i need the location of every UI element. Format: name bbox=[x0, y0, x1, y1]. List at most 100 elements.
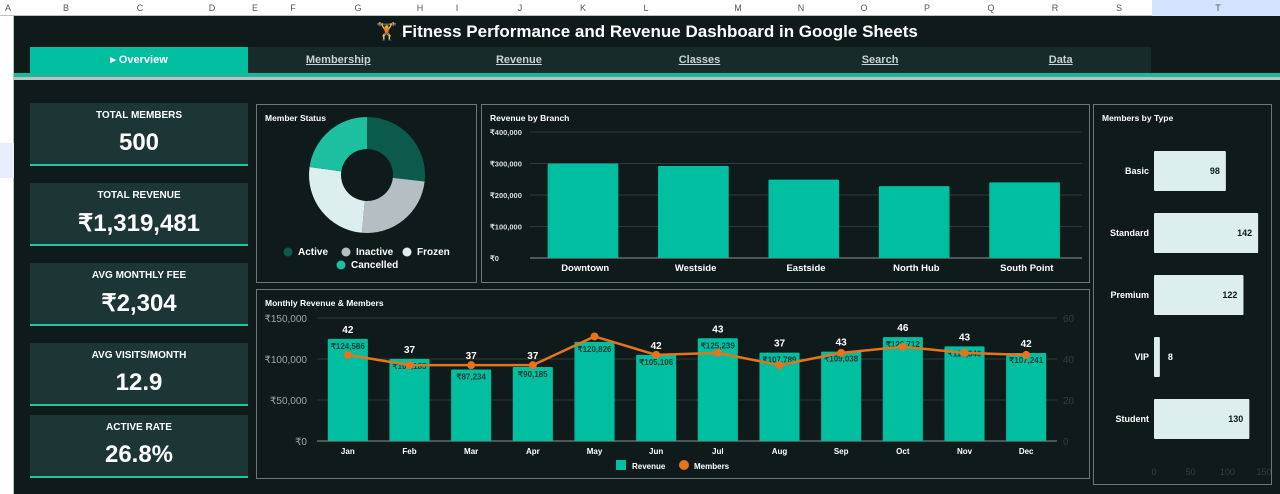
column-header[interactable]: H bbox=[416, 3, 424, 13]
data-label-revenue: ₹87,234 bbox=[456, 372, 486, 381]
bar-revenue-nov bbox=[944, 346, 985, 441]
line-members bbox=[347, 335, 1027, 367]
point-members-jul bbox=[713, 348, 722, 357]
data-label-members: 37 bbox=[774, 339, 786, 350]
bar-revenue-jun bbox=[636, 354, 677, 441]
column-header[interactable]: P bbox=[923, 3, 931, 13]
x-tick-label: Westside bbox=[675, 263, 717, 274]
bar-revenue-jul bbox=[697, 338, 738, 441]
column-header[interactable]: I bbox=[455, 3, 459, 13]
legend-label: Cancelled bbox=[351, 260, 398, 271]
legend-label: Members bbox=[694, 462, 730, 471]
tab-search[interactable]: Search bbox=[861, 54, 899, 66]
column-header[interactable]: K bbox=[579, 3, 587, 13]
y-tick-label: ₹0 bbox=[490, 254, 499, 263]
x-tick-label: Aug bbox=[772, 447, 788, 456]
kpi-label: AVG MONTHLY FEE bbox=[91, 270, 187, 281]
member-status-chart: Member Status Active Inactive Frozen Cancel… bbox=[256, 104, 477, 283]
data-label-revenue: ₹125,239 bbox=[701, 341, 736, 350]
point-members-jun bbox=[652, 350, 661, 359]
column-header[interactable]: Q bbox=[987, 3, 995, 13]
y-tick-label: Premium bbox=[1110, 290, 1149, 300]
data-label-revenue: ₹124,586 bbox=[331, 342, 366, 351]
point-members-apr bbox=[528, 361, 537, 370]
column-header[interactable]: L bbox=[643, 3, 649, 13]
column-header[interactable]: E bbox=[251, 3, 259, 13]
tab-overview[interactable]: ▸ Overview bbox=[30, 47, 248, 73]
point-members-mar bbox=[467, 361, 476, 370]
x-tick-label: May bbox=[587, 447, 603, 456]
tab-data[interactable]: Data bbox=[1048, 54, 1073, 66]
data-label: 98 bbox=[1210, 166, 1220, 176]
x-tick-label: Mar bbox=[464, 447, 478, 456]
y-tick-label: ₹50,000 bbox=[270, 396, 307, 407]
data-label-members: 46 bbox=[897, 323, 909, 334]
dashboard-title: 🏋 Fitness Performance and Revenue Dashbo… bbox=[376, 22, 918, 41]
bar-revenue-oct bbox=[882, 337, 923, 441]
y-tick-label: Basic bbox=[1125, 166, 1149, 176]
column-header[interactable]: N bbox=[797, 3, 805, 13]
column-header[interactable]: O bbox=[860, 3, 868, 13]
column-header[interactable]: F bbox=[290, 3, 296, 13]
y-tick-label: ₹0 bbox=[295, 437, 307, 448]
data-label: 142 bbox=[1237, 228, 1252, 238]
tab-revenue[interactable]: Revenue bbox=[495, 54, 542, 66]
legend-marker bbox=[336, 260, 346, 270]
column-header[interactable]: C bbox=[136, 3, 144, 13]
x-tick-label: Feb bbox=[402, 447, 416, 456]
point-members-nov bbox=[960, 348, 969, 357]
x-tick-label: Jan bbox=[341, 447, 355, 456]
point-members-jan bbox=[343, 350, 352, 359]
bar-revenue-dec bbox=[1006, 353, 1047, 441]
bar-vip bbox=[1154, 337, 1160, 377]
column-header[interactable]: B bbox=[62, 3, 70, 13]
kpi-label: AVG VISITS/MONTH bbox=[91, 350, 187, 361]
donut-slice-frozen bbox=[309, 167, 365, 233]
x-tick-label: 100 bbox=[1220, 467, 1235, 477]
column-header[interactable]: T bbox=[1215, 3, 1221, 13]
data-label-revenue: ₹120,826 bbox=[577, 345, 612, 354]
y-tick-label: VIP bbox=[1134, 352, 1149, 362]
x-tick-label: Jul bbox=[712, 447, 724, 456]
column-header[interactable]: S bbox=[1115, 3, 1123, 13]
donut-slice-cancelled bbox=[309, 117, 367, 172]
donut-slice-active bbox=[367, 117, 425, 182]
tab-classes[interactable]: Classes bbox=[678, 54, 721, 66]
bar-south-point bbox=[989, 182, 1060, 258]
kpi-active-rate: ACTIVE RATE 26.8% bbox=[30, 415, 248, 478]
point-members-may bbox=[590, 332, 599, 341]
bar-revenue-jan bbox=[327, 338, 368, 441]
kpi-label: TOTAL MEMBERS bbox=[95, 110, 183, 121]
point-members-feb bbox=[405, 361, 414, 370]
bar-revenue-may bbox=[574, 341, 615, 441]
kpi-value: 26.8% bbox=[104, 441, 174, 468]
data-label-revenue: ₹107,241 bbox=[1009, 356, 1044, 365]
column-header[interactable]: M bbox=[734, 3, 742, 13]
column-header[interactable]: A bbox=[4, 3, 12, 13]
y-tick-label: ₹400,000 bbox=[490, 128, 522, 137]
column-headers: A B C D E F G H I J K L M N O P Q R S T bbox=[0, 0, 1280, 16]
column-header[interactable]: R bbox=[1051, 3, 1059, 13]
y-tick-label: ₹100,000 bbox=[490, 223, 522, 232]
column-header[interactable]: J bbox=[517, 3, 523, 13]
column-header[interactable]: G bbox=[354, 3, 362, 13]
y-tick-label: ₹300,000 bbox=[490, 160, 522, 169]
kpi-total-revenue: TOTAL REVENUE ₹1,319,481 bbox=[30, 183, 248, 246]
y-tick-label: ₹150,000 bbox=[264, 314, 307, 325]
data-label-members: 42 bbox=[651, 341, 663, 352]
legend-label: Revenue bbox=[632, 462, 666, 471]
data-label-members: 37 bbox=[404, 345, 416, 356]
column-header[interactable]: D bbox=[208, 3, 216, 13]
y-tick-label: Standard bbox=[1110, 228, 1149, 238]
data-label-members: 43 bbox=[712, 324, 724, 335]
bar-student bbox=[1154, 399, 1250, 439]
bar-revenue-sep bbox=[821, 351, 862, 441]
y2-tick-label: 0 bbox=[1063, 437, 1069, 448]
revenue-by-branch-chart: Revenue by Branch ₹0 ₹100,000 ₹200,000 ₹300… bbox=[481, 104, 1090, 283]
data-label: 130 bbox=[1228, 414, 1243, 424]
data-label: 122 bbox=[1222, 290, 1237, 300]
tab-membership[interactable]: Membership bbox=[305, 54, 371, 66]
divider bbox=[14, 77, 1280, 80]
data-label-revenue: ₹105,106 bbox=[639, 358, 674, 367]
chart-title: Members by Type bbox=[1102, 113, 1174, 123]
